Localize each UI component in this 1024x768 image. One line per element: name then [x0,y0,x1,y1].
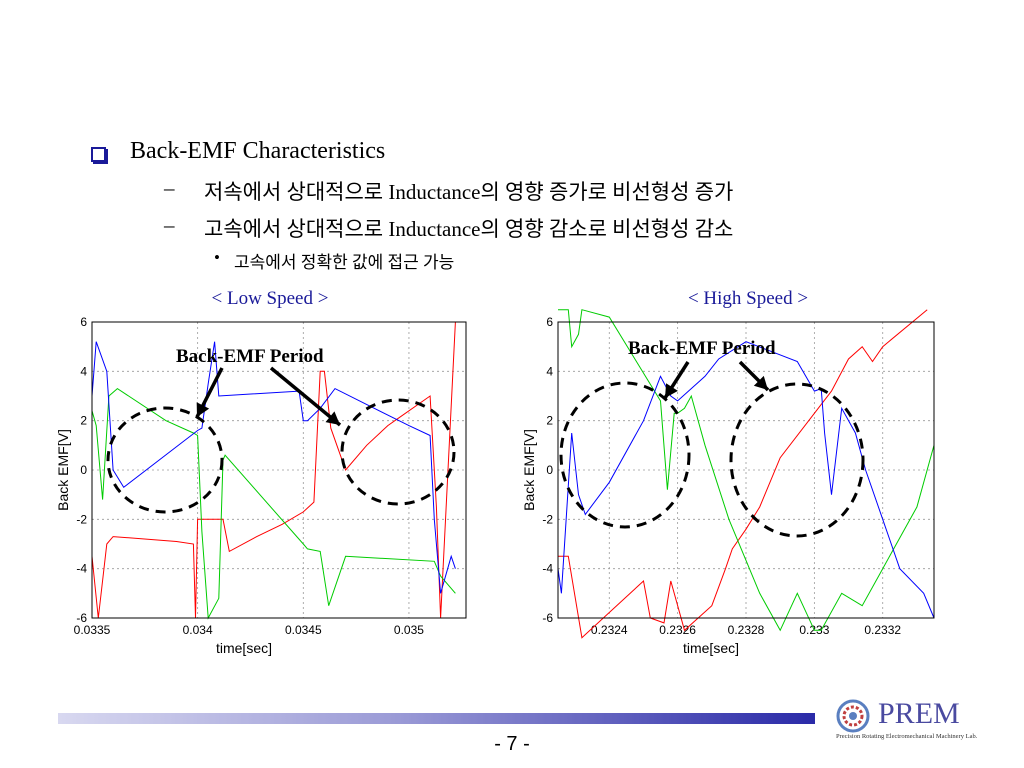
page-number: - 7 - [494,733,530,755]
x-tick-label: 0.034 [183,623,213,637]
arrow-head-icon [665,383,678,398]
dot-bullet: • [214,248,220,267]
y-tick-label: 0 [80,463,87,477]
series-line-1 [558,309,928,639]
period-highlight-circle [106,406,224,514]
y-tick-label: 4 [546,364,553,378]
y-tick-label: 6 [546,315,553,329]
y-tick-label: -4 [542,562,553,576]
plot-frame [91,321,467,619]
series-line-3 [557,341,935,619]
y-tick-label: -6 [76,611,87,625]
series-line-2 [558,309,935,632]
y-tick-label: 4 [80,364,87,378]
footer-gradient-bar [58,713,815,724]
x-tick-label: 0.2328 [728,623,765,637]
x-tick-label: 0.2332 [864,623,901,637]
back-emf-period-label: Back-EMF Period [176,346,324,367]
annotation-arrow [269,366,342,427]
y-axis-label: Back EMF[V] [521,429,537,511]
series-line-1 [91,321,456,619]
y-axis-label: Back EMF[V] [55,429,71,511]
sub-item-2-text: 고속에서 상대적으로 Inductance의 영향 감소로 비선형성 감소 [204,217,734,241]
logo-text: PREM [878,697,960,730]
arrow-head-icon [196,402,210,417]
x-axis-label: time[sec] [683,640,739,656]
high-speed-plot: 0.2324 0.2326 0.2328 0.233 0.2332-6-4-20246t… [521,309,935,656]
y-tick-label: -4 [76,562,87,576]
checkbox-bullet-icon [91,147,106,162]
arrow-head-icon [753,375,768,390]
y-tick-label: 0 [546,463,553,477]
x-tick-label: 0.0335 [74,623,111,637]
dash-bullet: – [164,213,175,237]
logo-emblem-icon [836,699,870,733]
back-emf-period-label: Back-EMF Period [628,338,776,359]
prem-logo: PREM Precision Rotating Electromechanica… [836,697,996,747]
x-tick-label: 0.035 [394,623,424,637]
y-tick-label: -2 [76,512,87,526]
arrow-head-icon [325,411,340,425]
period-highlight-circle [340,398,456,506]
x-axis-label: time[sec] [216,640,272,656]
period-highlight-circle [559,381,691,529]
dash-bullet: – [164,176,175,200]
logo-subtitle: Precision Rotating Electromechanical Mac… [836,733,978,740]
y-tick-label: 2 [546,414,553,428]
heading-text: Back-EMF Characteristics [130,138,386,164]
x-tick-label: 0.2324 [591,623,628,637]
series-line-2 [91,387,456,620]
sub-sub-item-text: 고속에서 정확한 값에 접근 가능 [234,253,455,272]
y-tick-label: -2 [542,512,553,526]
x-tick-label: 0.2326 [659,623,696,637]
high-speed-caption: < High Speed > [687,288,809,309]
low-speed-plot: 0.0335 0.034 0.0345 0.035 -6 -4 -2 0 2 4 6 time[sec… [55,315,467,656]
y-tick-label: 2 [80,414,87,428]
y-tick-label: -6 [542,611,553,625]
period-highlight-circle [729,382,865,538]
x-tick-label: 0.0345 [285,623,322,637]
plot-frame [557,321,935,619]
low-speed-caption: < Low Speed > [211,288,329,309]
sub-item-1-text: 저속에서 상대적으로 Inductance의 영향 증가로 비선형성 증가 [204,180,734,204]
y-tick-label: 6 [80,315,87,329]
